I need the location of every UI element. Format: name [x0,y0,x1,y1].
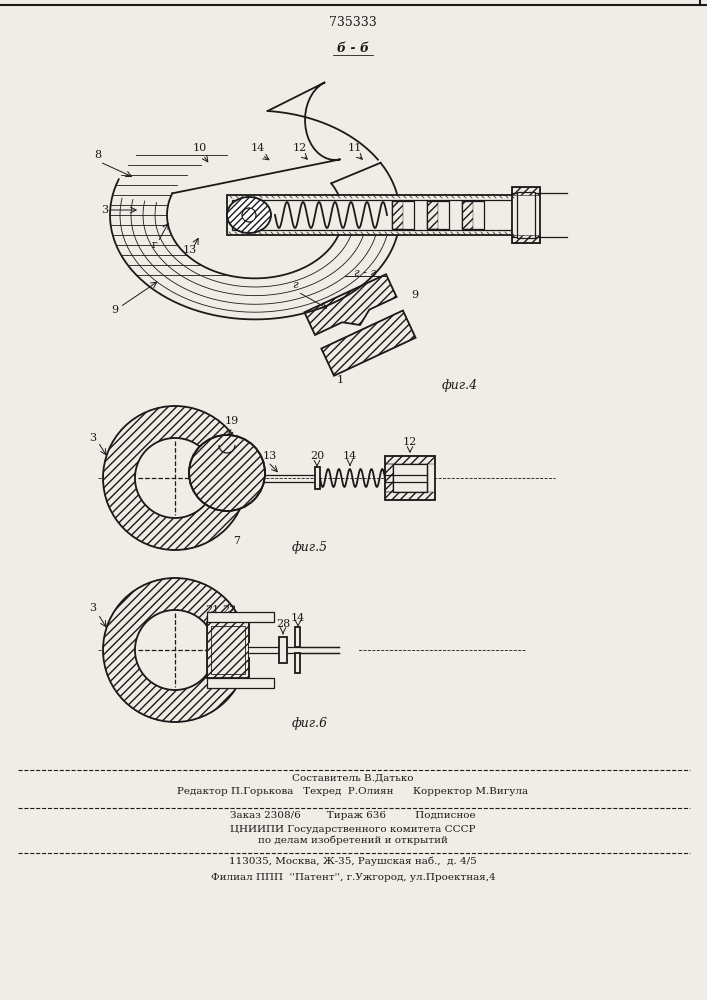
Text: 12: 12 [293,143,307,153]
Bar [512,187,540,243]
Text: б - б: б - б [337,41,369,54]
Text: 20: 20 [310,451,324,461]
Text: Составитель В.Датько: Составитель В.Датько [292,774,414,782]
Bar [517,192,535,238]
Circle shape [242,208,256,222]
Bar [385,456,435,500]
Text: 14: 14 [251,143,265,153]
Text: 13: 13 [263,451,277,461]
Text: Редактор П.Горькова   Техред  Р.Олиян      Корректор М.Вигула: Редактор П.Горькова Техред Р.Олиян Корре… [177,788,529,796]
Bar [427,201,449,229]
Bar [211,626,245,674]
Bar [207,678,274,688]
Text: 9: 9 [112,305,119,315]
Bar [279,637,287,663]
Text: Заказ 2308/6        Тираж 636         Подписное: Заказ 2308/6 Тираж 636 Подписное [230,810,476,820]
Bar [207,622,249,678]
Circle shape [103,578,247,722]
Bar [512,235,540,243]
Circle shape [189,435,265,511]
Bar [232,200,512,230]
Text: 19: 19 [225,416,239,426]
Text: фиг.5: фиг.5 [292,542,328,554]
Text: 12: 12 [403,437,417,447]
Bar [207,622,249,678]
Bar [393,464,427,492]
Bar [295,653,300,673]
Bar [392,201,414,229]
Bar [249,643,359,657]
Bar [462,201,473,229]
Text: 3: 3 [90,433,97,443]
Bar [462,201,484,229]
Text: 7: 7 [233,536,240,546]
Text: по делам изобретений и открытий: по делам изобретений и открытий [258,835,448,845]
Text: 735333: 735333 [329,15,377,28]
Text: 9: 9 [411,290,419,300]
Text: фиг.6: фиг.6 [292,718,328,730]
Text: 1: 1 [337,375,344,385]
Bar [295,627,300,647]
Bar [385,492,435,500]
Text: 3: 3 [90,603,97,613]
Text: 3: 3 [101,205,109,215]
Text: г: г [152,240,158,250]
Bar [392,201,403,229]
Text: 10: 10 [193,143,207,153]
Ellipse shape [227,197,271,233]
Text: 14: 14 [291,613,305,623]
Circle shape [135,610,215,690]
Text: Филиал ППП  ''Патент'', г.Ужгород, ул.Проектная,4: Филиал ППП ''Патент'', г.Ужгород, ул.Про… [211,874,496,882]
Circle shape [135,438,215,518]
Bar [227,195,517,235]
Text: 13: 13 [183,245,197,255]
Text: 21: 21 [205,605,219,615]
Text: ЦНИИПИ Государственного комитета СССР: ЦНИИПИ Государственного комитета СССР [230,824,476,834]
Text: 14: 14 [343,451,357,461]
Text: 11: 11 [348,143,362,153]
Text: фиг.4: фиг.4 [442,378,478,391]
Bar [512,187,540,195]
Circle shape [103,406,247,550]
Text: 22: 22 [222,605,236,615]
Text: 28: 28 [276,619,290,629]
Bar [315,467,320,489]
Text: 113035, Москва, Ж-35, Раушская наб.,  д. 4/5: 113035, Москва, Ж-35, Раушская наб., д. … [229,856,477,866]
Text: г - г: г - г [354,268,376,278]
Text: г: г [292,280,298,290]
Bar [207,612,274,622]
Bar [385,464,393,492]
Bar [427,201,438,229]
Bar [385,456,435,464]
Text: 8: 8 [95,150,102,160]
